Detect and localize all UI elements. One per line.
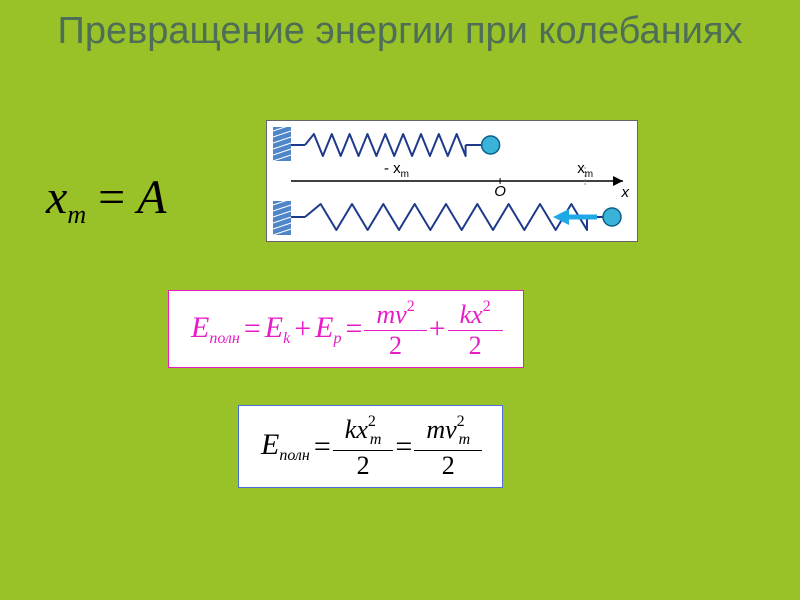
f1-frac-kx2: kx2 2: [454, 299, 497, 359]
f2-k: k: [345, 415, 357, 444]
f2-x-exp: 2: [368, 413, 376, 430]
f2-frac-kxm2: kx2m 2: [339, 414, 388, 479]
f1-sub-p: p: [333, 330, 341, 347]
f2-eq1: =: [314, 430, 331, 464]
f1-x-exp: 2: [483, 298, 491, 315]
f1-E: E: [191, 311, 209, 345]
amp-sub: m: [67, 200, 86, 229]
slide-root: Превращение энергии при колебаниях xm = …: [0, 0, 800, 600]
formula-max-energy: Eполн = kx2m 2 = mv2m 2: [238, 405, 503, 488]
formula1-row: Eполн = Ek + Ep = mv2 2 + kx2 2: [191, 299, 501, 359]
spring-diagram-svg: - xm Oxm x: [267, 121, 637, 241]
eq-sign: =: [98, 171, 137, 224]
f2-denB: 2: [414, 450, 482, 479]
f1-v-exp: 2: [407, 298, 415, 315]
f1-frac-mv2: mv2 2: [370, 299, 420, 359]
svg-text:O: O: [494, 183, 506, 200]
formula-total-energy: Eполн = Ek + Ep = mv2 2 + kx2 2: [168, 290, 524, 368]
f1-x: x: [471, 300, 483, 329]
f2-sub-poln: полн: [279, 447, 310, 464]
svg-text:xm: xm: [577, 160, 593, 180]
f2-E: E: [261, 428, 279, 462]
svg-text:- xm: - xm: [384, 160, 409, 180]
f2-m: m: [426, 415, 445, 444]
f1-den2: 2: [448, 330, 503, 359]
f2-v-sub: m: [459, 431, 471, 448]
f1-Ep: E: [315, 311, 333, 345]
f2-v-exp: 2: [457, 413, 465, 430]
f2-x-sub: m: [370, 431, 382, 448]
f1-den1: 2: [364, 330, 426, 359]
f2-v: v: [445, 415, 457, 444]
f1-eq2: =: [345, 312, 362, 346]
amp-var: x: [46, 171, 67, 224]
slide-title: Превращение энергии при колебаниях: [0, 10, 800, 54]
svg-text:x: x: [621, 184, 630, 201]
f2-denA: 2: [333, 450, 394, 479]
f1-sub-poln: полн: [209, 330, 240, 347]
f1-plus1: +: [294, 312, 311, 346]
f2-eq2: =: [395, 430, 412, 464]
f2-x: x: [356, 415, 368, 444]
f1-plus2: +: [429, 312, 446, 346]
amplitude-equation: xm = A: [46, 170, 167, 230]
amp-rhs: A: [137, 171, 166, 224]
f1-eq1: =: [244, 312, 261, 346]
f1-v: v: [395, 300, 407, 329]
formula2-row: Eполн = kx2m 2 = mv2m 2: [261, 414, 480, 479]
f1-sub-k: k: [283, 330, 290, 347]
spring-diagram: - xm Oxm x: [266, 120, 638, 242]
f2-frac-mvm2: mv2m 2: [420, 414, 476, 479]
f1-m: m: [376, 300, 395, 329]
f1-k: k: [460, 300, 472, 329]
f1-Ek: E: [265, 311, 283, 345]
